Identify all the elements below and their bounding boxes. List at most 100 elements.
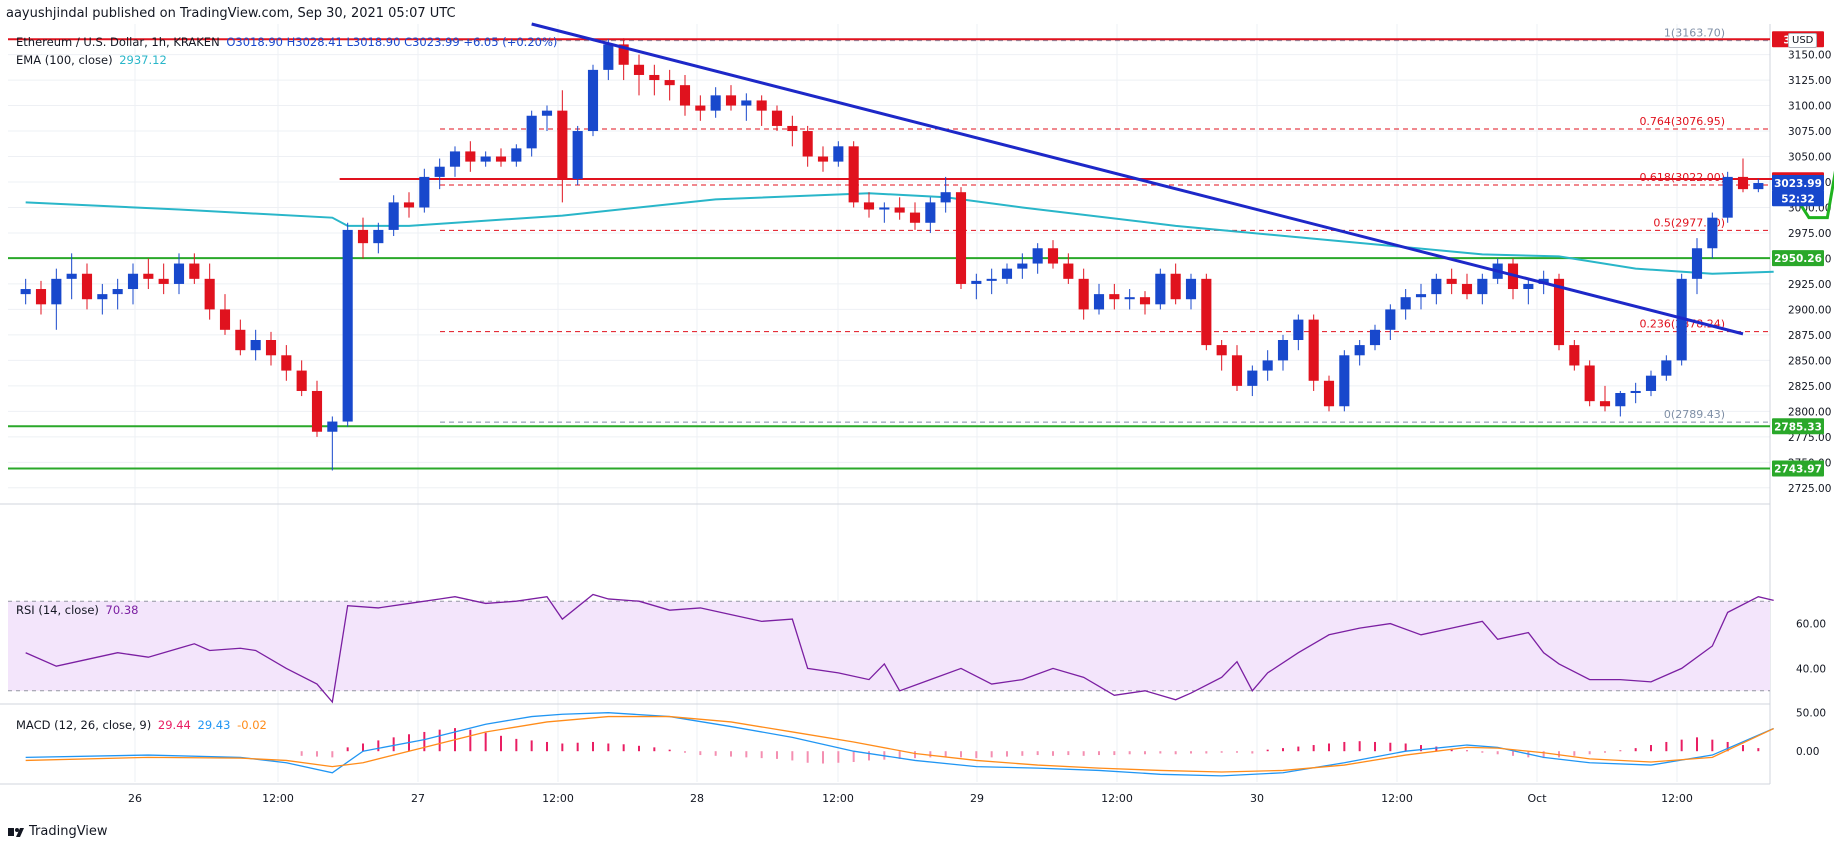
candle-body	[1645, 375, 1657, 391]
candle-body	[1630, 390, 1641, 394]
candle-body	[695, 105, 706, 111]
candle-body	[434, 166, 445, 177]
x-tick-label: 29	[970, 792, 984, 805]
candle-body	[1155, 273, 1166, 305]
ema-value: 2937.12	[119, 53, 167, 67]
candle-body	[1078, 278, 1089, 310]
y-tick-label: 2900.00	[1788, 304, 1831, 316]
candle-body	[403, 202, 415, 208]
candle-body	[1707, 217, 1718, 249]
candle-body	[1139, 297, 1151, 305]
macd-signal-value: 29.43	[197, 718, 231, 732]
x-tick-label: 12:00	[542, 792, 574, 805]
candle-body	[925, 202, 936, 223]
price-tag	[1772, 418, 1824, 435]
candle-body	[1753, 183, 1764, 190]
candle-body	[1615, 393, 1626, 407]
candle-body	[1400, 297, 1411, 310]
candle-body	[1691, 248, 1703, 279]
price-tag	[1772, 175, 1824, 192]
candle-body	[587, 69, 599, 132]
price-tag-label: 2785.33	[1774, 421, 1822, 433]
candle-body	[1722, 176, 1733, 218]
macd-signal-line	[25, 715, 1774, 773]
candle-body	[158, 278, 169, 284]
rsi-line	[25, 593, 1774, 704]
candle-body	[449, 151, 461, 167]
candle-body	[1124, 297, 1135, 300]
x-tick-label: 12:00	[262, 792, 294, 805]
candle-body	[664, 80, 675, 86]
candle-body	[20, 289, 31, 295]
candle-body	[1277, 340, 1289, 361]
candle-body	[1415, 294, 1427, 298]
candle-body	[465, 151, 476, 162]
candle-body	[342, 229, 353, 422]
candle-body	[1369, 329, 1381, 346]
candle-body	[327, 421, 338, 432]
candle-body	[879, 207, 890, 210]
tradingview-logo-icon	[8, 827, 24, 837]
tradingview-footer[interactable]: TradingView	[8, 824, 108, 839]
rsi-value: 70.38	[105, 603, 139, 617]
candle-body	[771, 110, 783, 126]
macd-hist-value: -0.02	[237, 718, 267, 732]
candle-body	[1599, 401, 1611, 407]
macd-line	[25, 712, 1774, 777]
candle-body	[1661, 360, 1672, 376]
y-tick-label: 3100.00	[1788, 101, 1831, 113]
candle-body	[1001, 268, 1013, 279]
candle-body	[1431, 278, 1442, 295]
y-tick-label: 2925.00	[1788, 279, 1831, 291]
rsi-label: RSI (14, close)	[16, 603, 99, 617]
y-tick-label: 2850.00	[1788, 355, 1831, 367]
candle-body	[986, 278, 997, 281]
candle-body	[1093, 294, 1105, 310]
candle-body	[756, 100, 767, 111]
price-tag	[1772, 190, 1824, 207]
rsi-legend: RSI (14, close) 70.38	[16, 603, 141, 617]
y-tick-label: 2875.00	[1788, 330, 1831, 342]
candle-body	[541, 110, 553, 116]
candle-body	[373, 229, 384, 244]
candle-body	[1553, 278, 1565, 346]
rsi-tick-label: 40.00	[1796, 663, 1826, 675]
candle-body	[204, 278, 215, 310]
candle-body	[741, 100, 752, 106]
candle-body	[51, 278, 62, 305]
candle-body	[1063, 263, 1074, 279]
candle-body	[848, 146, 859, 203]
y-tick-label: 3075.00	[1788, 126, 1831, 138]
x-tick-label: Oct	[1527, 792, 1547, 805]
candle-body	[909, 212, 921, 223]
candle-body	[833, 146, 844, 162]
candle-body	[219, 309, 231, 330]
candle-body	[81, 273, 93, 300]
candle-body	[1185, 278, 1197, 300]
fib-level-label: 0.618(3022.00)	[1639, 171, 1725, 184]
candle-body	[1170, 273, 1181, 300]
rsi-band	[8, 601, 1770, 691]
candle-body	[894, 207, 905, 213]
ema-label: EMA (100, close)	[16, 53, 113, 67]
currency-badge[interactable]: USD	[1788, 33, 1818, 48]
candle-body	[971, 280, 982, 284]
candle-body	[603, 44, 614, 70]
candle-body	[1446, 278, 1457, 284]
candle-body	[66, 273, 77, 279]
y-tick-label: 3150.00	[1788, 50, 1831, 62]
candle-body	[1047, 248, 1059, 264]
fib-level-label: 0.764(3076.95)	[1639, 115, 1725, 128]
x-tick-label: 12:00	[1101, 792, 1133, 805]
price-tag-label: 2950.26	[1774, 253, 1822, 265]
candle-body	[265, 340, 277, 356]
candle-body	[1737, 176, 1749, 190]
candle-body	[526, 115, 537, 149]
ohlc-values: O3018.90 H3028.41 L3018.90 C3023.99 +6.0…	[226, 35, 558, 49]
symbol-label: Ethereum / U.S. Dollar, 1h, KRAKEN	[16, 35, 220, 49]
candle-body	[787, 125, 798, 132]
candle-body	[1032, 248, 1043, 264]
price-tag	[1772, 250, 1824, 267]
candle-body	[817, 156, 829, 162]
